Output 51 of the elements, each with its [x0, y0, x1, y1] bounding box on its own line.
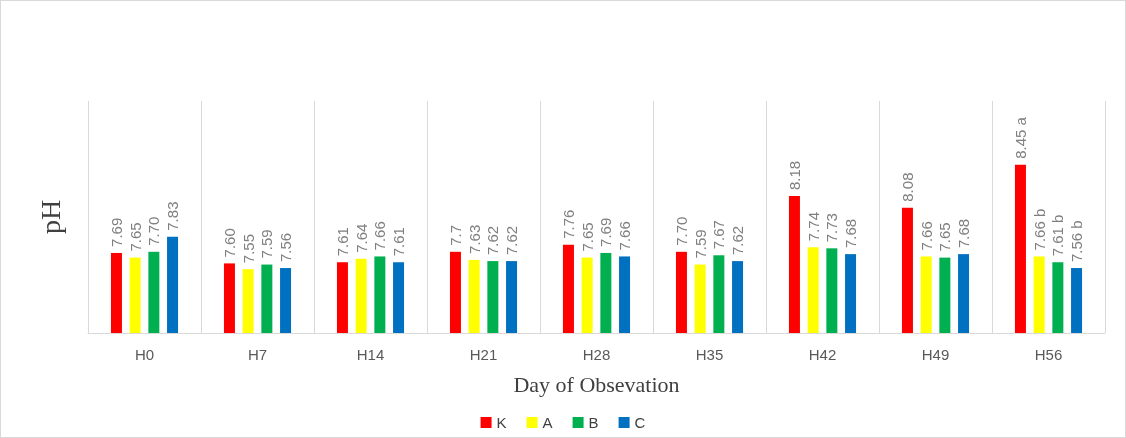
legend-label: C: [634, 414, 646, 431]
data-label: 7.61: [333, 227, 351, 257]
data-label: 7.83: [164, 201, 182, 231]
data-label: 7.66: [917, 221, 935, 251]
data-label: 7.63: [465, 224, 483, 254]
legend-label: A: [542, 414, 553, 431]
data-label: 7.62: [503, 225, 521, 256]
data-label: 7.66 b: [1030, 208, 1048, 251]
data-label: 8.45 a: [1011, 116, 1029, 159]
data-label: 7.62: [484, 225, 502, 256]
data-label: 7.70: [672, 216, 690, 246]
y-axis-title: pH: [34, 199, 66, 235]
data-label: 7.7: [446, 224, 464, 246]
data-label: 7.56: [277, 232, 295, 263]
data-label: 7.69: [597, 217, 615, 247]
data-label: 7.65: [578, 222, 596, 252]
data-label: 7.65: [126, 222, 144, 252]
data-label: 7.69: [107, 217, 125, 247]
data-label: 7.61 b: [1049, 214, 1067, 257]
data-label: 7.62: [729, 225, 747, 256]
x-tick-label: H14: [356, 346, 385, 363]
data-label: 7.68: [955, 218, 973, 249]
data-label: 7.59: [691, 229, 709, 259]
data-label: 7.76: [559, 209, 577, 239]
x-axis-title: Day of Obsevation: [513, 371, 680, 397]
x-tick-label: H7: [247, 346, 268, 363]
data-label: 7.73: [823, 213, 841, 243]
data-label: 7.60: [220, 228, 238, 258]
x-tick-label: H21: [469, 346, 498, 363]
legend-label: B: [588, 414, 599, 431]
data-label: 7.68: [842, 218, 860, 249]
data-label: 7.74: [804, 211, 822, 242]
data-label: 7.66: [616, 221, 634, 251]
legend-label: K: [496, 414, 507, 431]
data-label: 7.66: [371, 221, 389, 251]
x-tick-label: H42: [808, 346, 837, 363]
x-tick-label: H56: [1034, 346, 1063, 363]
x-tick-label: H0: [134, 346, 155, 363]
data-label: 7.65: [936, 222, 954, 252]
x-tick-label: H49: [921, 346, 950, 363]
data-label: 8.18: [785, 160, 803, 191]
data-label: 7.59: [258, 229, 276, 259]
data-label: 7.56 b: [1068, 220, 1086, 263]
x-tick-label: H35: [695, 346, 724, 363]
x-tick-label: H28: [582, 346, 611, 363]
data-label: 7.67: [710, 220, 728, 250]
data-label: 8.08: [898, 172, 916, 202]
data-label: 7.64: [352, 223, 370, 253]
data-label: 7.55: [239, 234, 257, 264]
data-label: 7.61: [390, 227, 408, 257]
data-label: 7.70: [145, 216, 163, 246]
